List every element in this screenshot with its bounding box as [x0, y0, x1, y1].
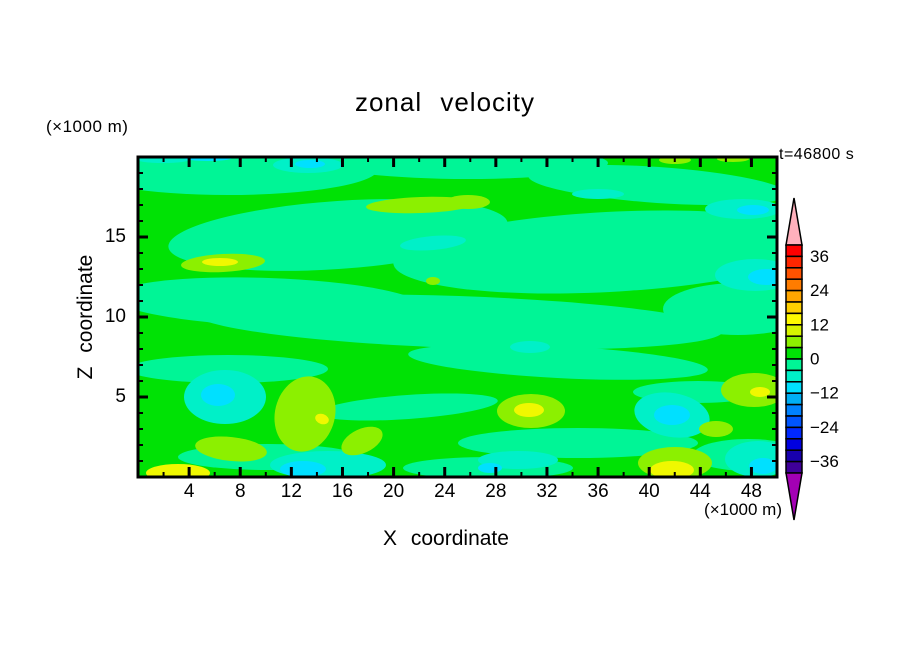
z-tick-label: 10	[104, 306, 126, 327]
x-axis-title: X coordinate	[383, 527, 509, 550]
colorbar-tick-label: 24	[810, 281, 829, 300]
colorbar-segment	[785, 415, 803, 429]
contour-patch	[408, 344, 708, 380]
contour-field	[138, 157, 777, 477]
colorbar-segment	[785, 358, 803, 372]
colorbar-tick-label: −12	[810, 384, 839, 403]
contour-patch	[400, 235, 466, 251]
colorbar-segment	[785, 255, 803, 269]
contour-patch	[654, 405, 690, 425]
contour-patch	[650, 461, 694, 477]
contour-patch	[458, 428, 698, 458]
time-annotation: t=46800 s	[779, 146, 855, 163]
colorbar-arrow-down	[785, 472, 803, 521]
contour-patch	[749, 458, 777, 474]
contour-patch	[737, 205, 769, 215]
contour-patch	[572, 189, 624, 199]
contour-patch	[341, 426, 383, 456]
x-tick-label: 12	[280, 481, 302, 502]
colorbar-segment	[785, 438, 803, 451]
contour-patch	[721, 373, 777, 407]
x-tick-label: 48	[740, 481, 762, 502]
contour-patch	[318, 393, 498, 421]
plot-title: zonal velocity	[354, 87, 536, 117]
contour-patch	[315, 413, 329, 425]
colorbar-segment	[785, 267, 803, 280]
colorbar-segment	[785, 460, 803, 474]
x-tick-label: 24	[434, 481, 456, 502]
colorbar-segment	[785, 369, 803, 383]
contour-patch	[699, 421, 733, 437]
z-tick-label: 15	[104, 226, 126, 247]
x-tick-label: 28	[485, 481, 507, 502]
x-axis-unit-label: (×1000 m)	[704, 500, 782, 519]
contour-patch	[748, 269, 777, 285]
x-tick-label: 20	[383, 481, 405, 502]
contour-patch	[146, 464, 210, 477]
colorbar-tick-label: −24	[810, 418, 839, 437]
colorbar-tick-label: 0	[810, 350, 819, 369]
colorbar-segment	[785, 403, 803, 417]
colorbar-segment	[785, 312, 803, 326]
x-tick-label: 36	[587, 481, 609, 502]
contour-patch	[446, 195, 490, 209]
colorbar-tick-label: −36	[810, 452, 839, 471]
contour-plot	[136, 155, 779, 479]
x-tick-label: 8	[234, 481, 246, 502]
contour-patch	[280, 461, 326, 477]
colorbar: 36 24 12 0 −12 −24 −36	[785, 197, 839, 521]
contour-patch	[295, 160, 325, 168]
contour-patch	[202, 258, 238, 266]
z-tick-label: 5	[115, 386, 126, 407]
colorbar-segment	[785, 335, 803, 349]
colorbar-segment	[785, 289, 803, 303]
contour-patch	[510, 341, 550, 353]
colorbar-segment	[785, 301, 803, 315]
contour-patch	[663, 283, 777, 335]
colorbar-segment	[785, 244, 803, 258]
colorbar-segment	[785, 449, 803, 463]
colorbar-tick-label: 12	[810, 315, 829, 334]
x-tick-label: 16	[331, 481, 354, 502]
z-axis-title: Z coordinate	[74, 254, 97, 380]
contour-patch	[426, 277, 440, 285]
colorbar-segment	[785, 426, 803, 440]
x-tick-label: 4	[183, 481, 195, 502]
x-tick-label: 32	[536, 481, 558, 502]
contour-patch	[514, 403, 544, 417]
contour-patch	[478, 463, 502, 473]
colorbar-arrow-up	[785, 197, 803, 246]
contour-patch	[201, 384, 235, 406]
colorbar-segment	[785, 324, 803, 337]
colorbar-segment	[785, 392, 803, 406]
colorbar-tick-label: 36	[810, 247, 829, 266]
colorbar-segment	[785, 278, 803, 292]
contour-patch	[193, 294, 723, 350]
contour-patch	[274, 376, 336, 452]
contour-patch	[138, 355, 328, 383]
z-axis-unit-label: (×1000 m)	[46, 117, 129, 136]
colorbar-segment	[785, 346, 803, 360]
colorbar-segment	[785, 381, 803, 394]
contour-patch	[195, 436, 267, 462]
plot-border	[136, 155, 779, 479]
x-tick-label: 44	[689, 481, 711, 502]
contour-patch	[750, 387, 770, 397]
x-tick-label: 40	[638, 481, 660, 502]
